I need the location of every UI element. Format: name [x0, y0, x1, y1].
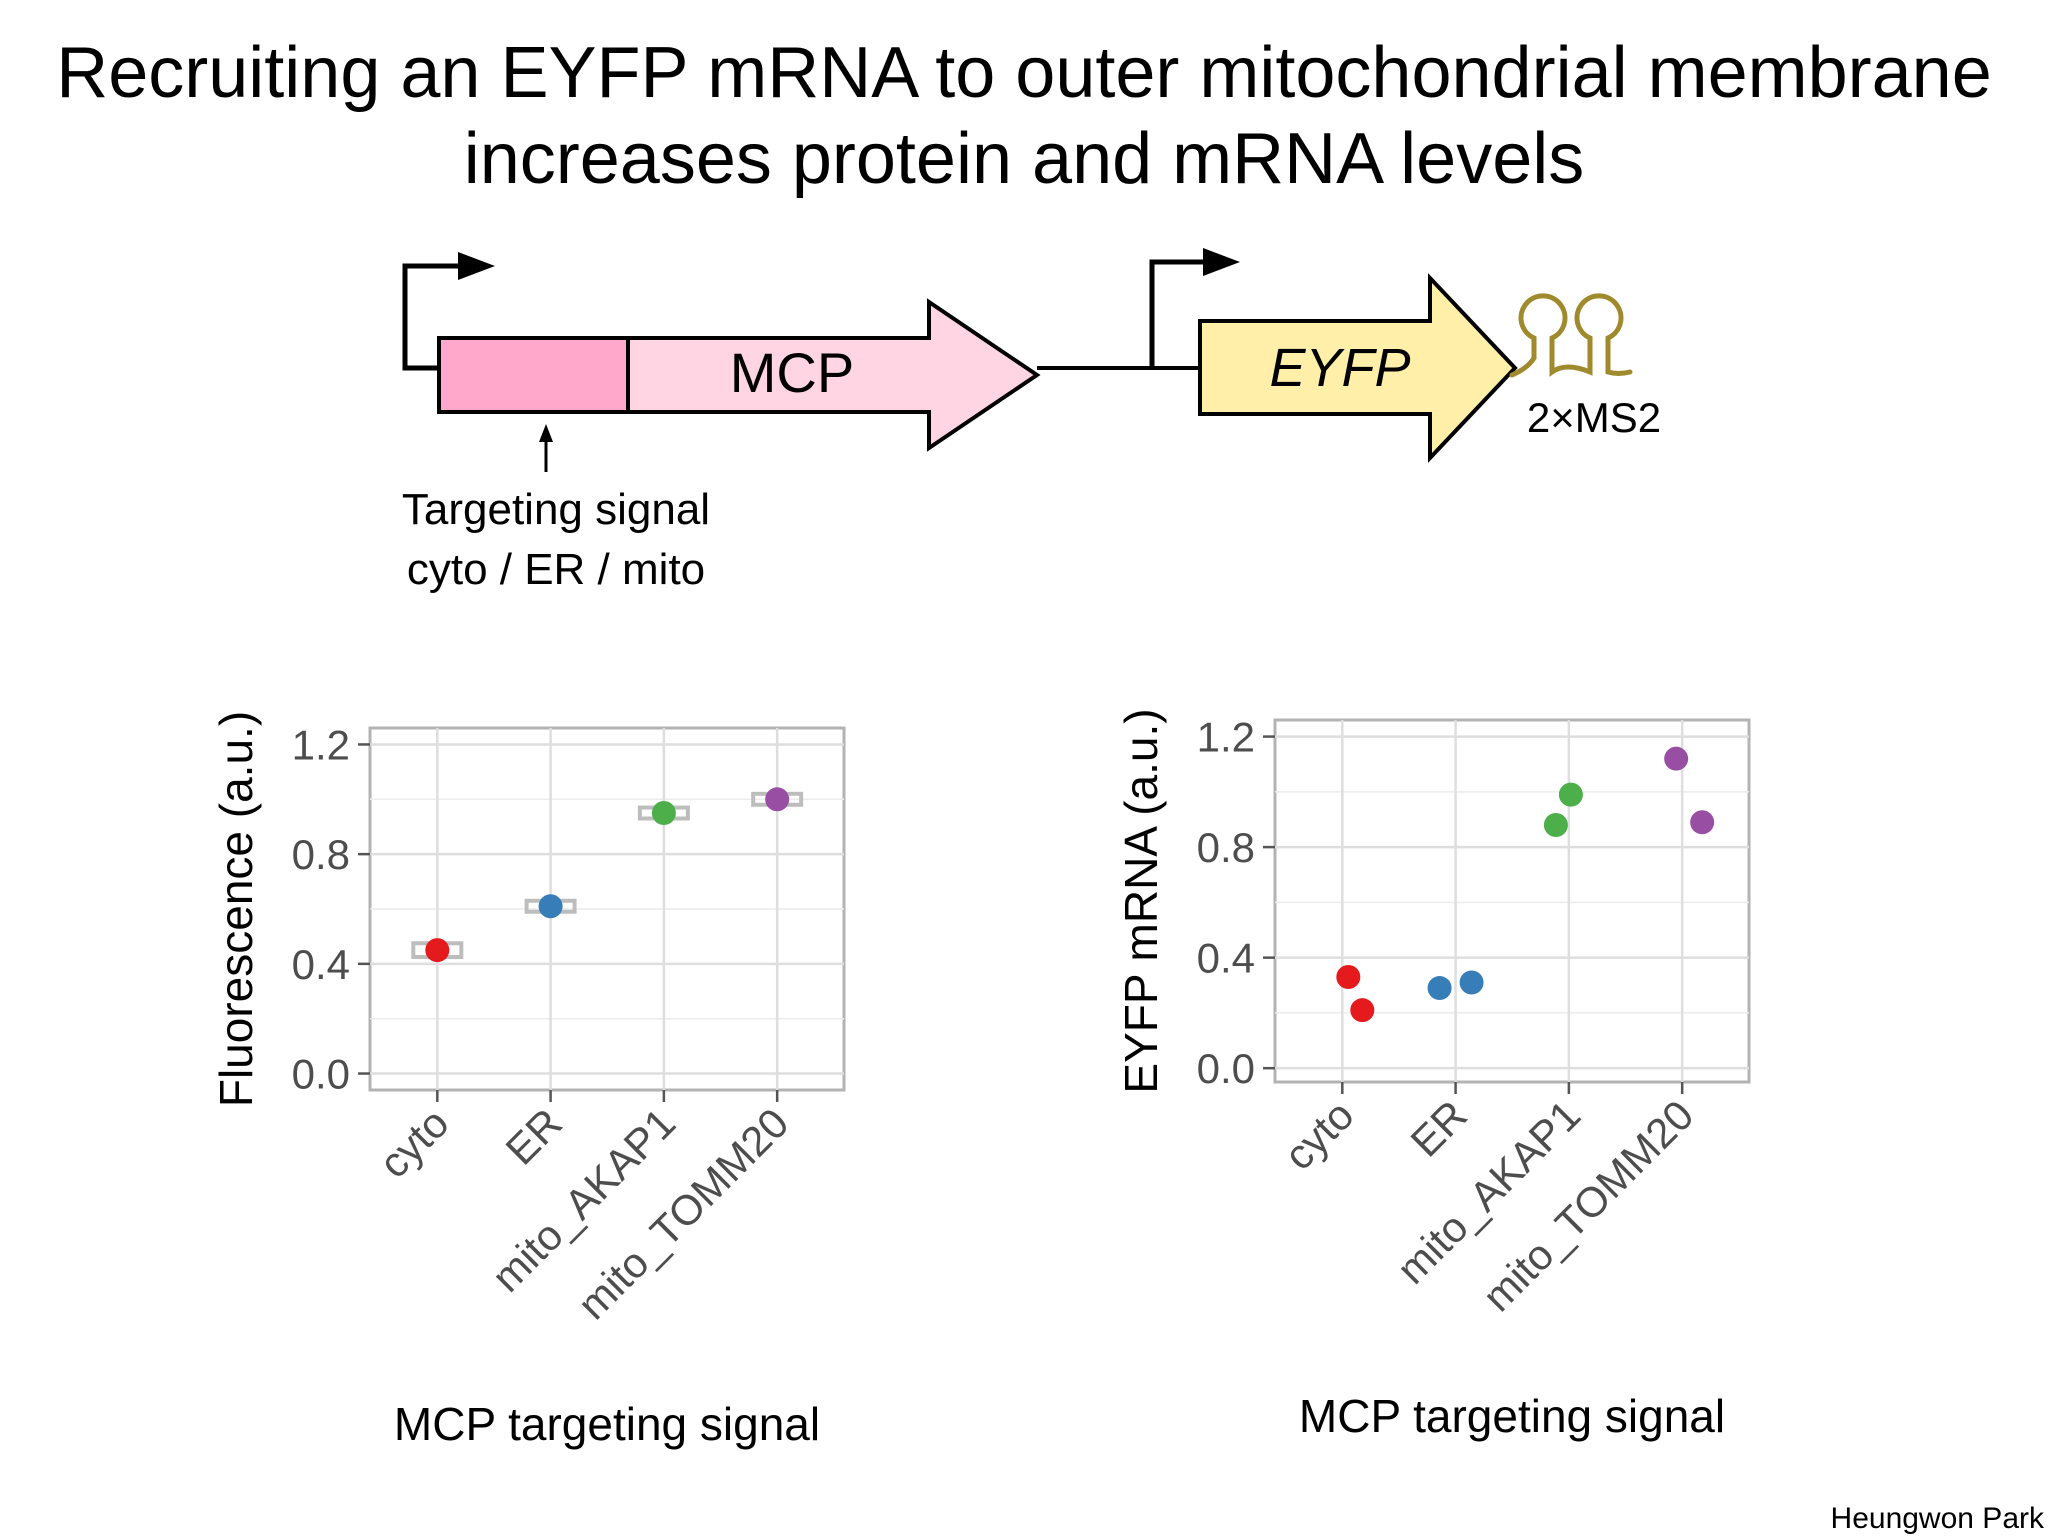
promoter-2-arrowhead — [1203, 248, 1240, 276]
x-axis-title: MCP targeting signal — [394, 1398, 820, 1450]
x-tick-label: ER — [496, 1099, 571, 1174]
y-tick-label: 0.4 — [292, 941, 350, 988]
targeting-pointer-arrowhead — [539, 424, 553, 442]
mcp-label: MCP — [730, 341, 854, 404]
ms2-hairpin-icon — [1509, 293, 1633, 378]
data-point — [425, 938, 450, 963]
data-point — [1690, 810, 1715, 835]
x-tick-label: ER — [1401, 1091, 1476, 1166]
y-tick-label: 0.8 — [292, 831, 350, 878]
y-tick-label: 0.8 — [1197, 824, 1255, 871]
y-tick-label: 0.0 — [1197, 1045, 1255, 1092]
targeting-signal-box — [437, 336, 630, 414]
title-line-1: Recruiting an EYFP mRNA to outer mitocho… — [56, 33, 1992, 113]
eyfp-arrow — [1198, 272, 1518, 464]
construct-diagram: MCP EYFP 2×MS2 Targeting signal cyto / E… — [402, 248, 1661, 594]
x-axis-title: MCP targeting signal — [1299, 1390, 1725, 1442]
promoter-2-arrow — [1149, 259, 1205, 368]
data-point — [765, 787, 790, 812]
data-point — [1459, 970, 1484, 995]
data-point — [1543, 813, 1568, 838]
y-tick-label: 0.4 — [1197, 935, 1255, 982]
page-title: Recruiting an EYFP mRNA to outer mitocho… — [0, 30, 2048, 202]
title-line-2: increases protein and mRNA levels — [463, 119, 1585, 199]
ms2-label: 2×MS2 — [1527, 394, 1661, 441]
promoter-1-arrowhead — [458, 252, 495, 280]
data-point — [651, 801, 676, 826]
data-point — [538, 894, 563, 919]
x-tick-label: cyto — [370, 1099, 458, 1187]
author-credit: Heungwon Park — [1830, 1502, 2044, 1535]
y-tick-label: 0.0 — [292, 1051, 350, 1098]
mcp-arrow — [626, 298, 1041, 452]
data-point — [1664, 746, 1689, 771]
data-point — [1350, 998, 1375, 1023]
plot-panel — [1273, 718, 1751, 1084]
targeting-label-2: cyto / ER / mito — [407, 545, 705, 594]
targeting-label-1: Targeting signal — [402, 485, 710, 534]
y-tick-label: 1.2 — [1197, 714, 1255, 761]
y-tick-label: 1.2 — [292, 721, 350, 768]
data-point — [1558, 782, 1583, 807]
y-axis-title: EYFP mRNA (a.u.) — [1115, 708, 1167, 1093]
y-axis-title: Fluorescence (a.u.) — [210, 711, 262, 1107]
data-point — [1427, 976, 1452, 1001]
data-point — [1336, 964, 1361, 989]
promoter-1-arrow — [402, 263, 460, 371]
x-tick-label: cyto — [1275, 1091, 1363, 1179]
eyfp-label: EYFP — [1269, 338, 1410, 398]
